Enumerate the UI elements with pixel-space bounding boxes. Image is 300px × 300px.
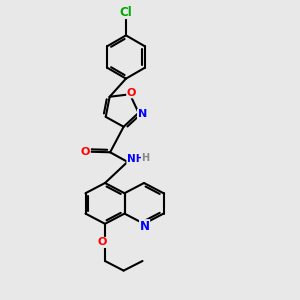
Text: O: O bbox=[98, 237, 107, 248]
Text: Cl: Cl bbox=[120, 5, 132, 19]
Text: NH: NH bbox=[127, 154, 145, 164]
Text: O: O bbox=[127, 88, 136, 98]
Text: H: H bbox=[141, 153, 149, 163]
Text: NH: NH bbox=[127, 154, 145, 164]
Text: H: H bbox=[142, 153, 150, 163]
Text: O: O bbox=[81, 147, 90, 157]
Text: N: N bbox=[140, 220, 150, 233]
Text: N: N bbox=[138, 109, 147, 119]
